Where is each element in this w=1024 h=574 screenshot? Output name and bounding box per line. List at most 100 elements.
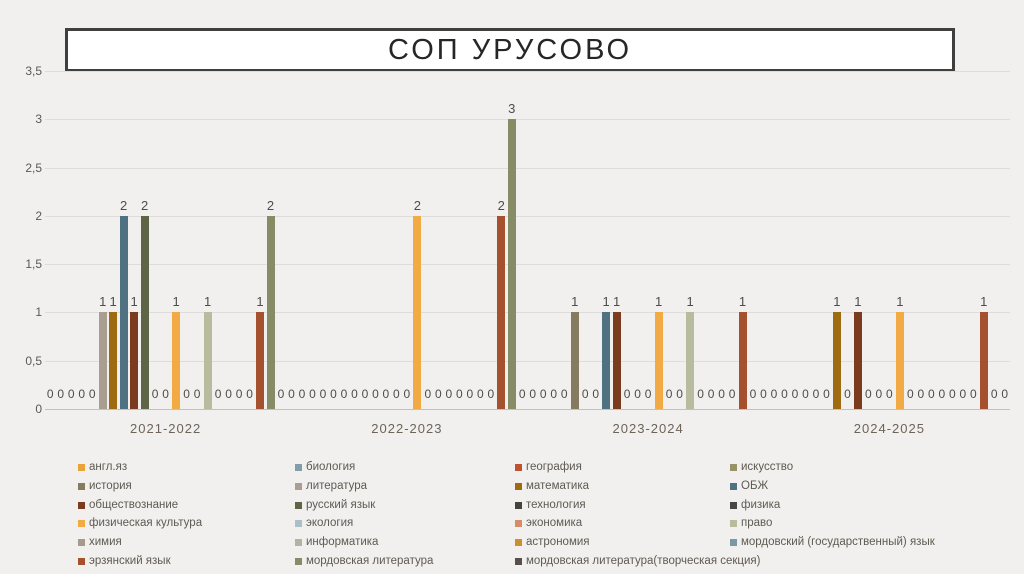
legend-label: русский язык	[306, 499, 376, 511]
legend-item: экономика	[515, 517, 582, 529]
bar-математика	[109, 312, 118, 409]
legend-swatch-icon	[78, 482, 85, 490]
gridline	[45, 71, 1010, 72]
legend-item: литература	[295, 480, 367, 492]
legend-swatch-icon	[295, 482, 302, 490]
legend-swatch-icon	[295, 519, 302, 527]
chart-legend: англ.яз биология география искусство история…	[0, 455, 1024, 574]
legend-item: экология	[295, 517, 353, 529]
legend-item: право	[730, 517, 772, 529]
legend-swatch-icon	[730, 538, 737, 546]
bar-value-label: 0	[875, 387, 883, 401]
category-label: 2023-2024	[612, 421, 684, 436]
legend-swatch-icon	[295, 557, 302, 565]
legend-label: математика	[526, 480, 590, 492]
legend-swatch-icon	[78, 501, 85, 509]
bar-обществознание	[612, 312, 621, 409]
legend-swatch-icon	[515, 557, 522, 565]
bar-эрзянский язык	[256, 312, 265, 409]
bar-value-label: 0	[634, 387, 641, 401]
bar-value-label: 0	[351, 387, 358, 401]
legend-label: экология	[306, 517, 354, 529]
bar-value-label: 0	[844, 387, 851, 401]
bar-value-label: 1	[130, 294, 138, 310]
bar-value-label: 0	[455, 387, 463, 401]
bar-value-label: 1	[172, 294, 180, 310]
y-axis-tick-label: 2	[35, 208, 42, 223]
legend-item: искусство	[730, 461, 793, 473]
bar-value-label: 0	[518, 387, 526, 401]
bar-value-label: 0	[1001, 387, 1009, 401]
legend-swatch-icon	[78, 463, 85, 471]
legend-swatch-icon	[730, 519, 737, 527]
legend-item: история	[78, 480, 132, 492]
bar-обществознание	[130, 312, 139, 409]
bar-value-label: 0	[445, 387, 453, 401]
gridline	[45, 167, 1010, 169]
bar-value-label: 0	[382, 387, 390, 401]
bar-value-label: 0	[959, 387, 967, 401]
bar-value-label: 1	[686, 294, 694, 310]
bar-обществознание	[853, 312, 862, 409]
legend-item: география	[515, 461, 582, 473]
legend-swatch-icon	[730, 501, 737, 509]
bar-русский язык	[140, 215, 149, 409]
legend-item: химия	[78, 536, 122, 548]
bar-value-label: 0	[277, 387, 285, 401]
bar-value-label: 0	[676, 387, 683, 401]
legend-label: мордовская литература(творческая секция)	[526, 555, 761, 567]
legend-label: англ.яз	[89, 461, 128, 473]
bar-value-label: 0	[665, 387, 673, 401]
bar-value-label: 0	[823, 387, 830, 401]
bar-value-label: 0	[340, 387, 348, 401]
bar-value-label: 0	[434, 387, 442, 401]
bar-value-label: 0	[372, 387, 379, 401]
bar-value-label: 0	[235, 387, 243, 401]
legend-item: физическая культура	[78, 517, 202, 529]
bar-математика	[832, 312, 841, 409]
legend-label: физическая культура	[89, 517, 203, 529]
bar-value-label: 1	[109, 294, 117, 310]
bar-value-label: 0	[330, 387, 337, 401]
bar-value-label: 0	[225, 387, 232, 401]
bar-value-label: 0	[550, 387, 558, 401]
bar-value-label: 0	[760, 387, 767, 401]
legend-label: литература	[306, 480, 368, 492]
bar-эрзянский язык	[738, 312, 747, 409]
bar-value-label: 0	[539, 387, 547, 401]
gridline	[45, 215, 1010, 217]
legend-label: мордовская литература	[306, 555, 434, 567]
y-axis-tick-label: 3,5	[25, 64, 42, 78]
legend-item: астрономия	[515, 536, 590, 548]
bar-value-label: 0	[749, 387, 757, 401]
bar-право	[203, 312, 212, 409]
legend-item: мордовская литература	[295, 555, 433, 567]
bar-value-label: 0	[938, 387, 946, 401]
bar-chart-plot-area: 0 0,5 1 1,5 2 2,5 3 3,5 0 0 0 0 0 0 0 0 0 0 0 0 0 0 0 0 0 0 1 0 1 0 0 0…	[25, 64, 1010, 436]
y-axis-tick-label: 0,5	[25, 353, 42, 368]
bar-value-label: 0	[948, 387, 956, 401]
bar-value-label: 0	[214, 387, 222, 401]
gridline	[45, 264, 1010, 266]
y-axis-tick-label: 2,5	[25, 160, 42, 175]
legend-label: мордовский (государственный) язык	[741, 536, 935, 548]
legend-swatch-icon	[78, 519, 85, 527]
bar-эрзянский язык	[497, 215, 506, 409]
legend-item: англ.яз	[78, 461, 127, 473]
legend-label: физика	[741, 499, 781, 511]
bar-value-label: 0	[288, 387, 295, 401]
bar-value-label: 0	[812, 387, 820, 401]
bar-value-label: 0	[57, 387, 65, 401]
bar-value-label: 0	[298, 387, 306, 401]
legend-label: искусство	[741, 461, 794, 473]
gridline	[45, 312, 1010, 314]
bar-value-label: 1	[571, 294, 579, 310]
category-label: 2024-2025	[853, 421, 925, 436]
legend-swatch-icon	[515, 482, 522, 490]
bar-value-label: 0	[728, 387, 736, 401]
legend-item: ОБЖ	[730, 480, 768, 492]
bar-value-label: 0	[697, 387, 704, 401]
bar-value-label: 0	[162, 387, 169, 401]
bar-value-label: 2	[497, 197, 505, 213]
bar-value-label: 0	[907, 387, 914, 401]
